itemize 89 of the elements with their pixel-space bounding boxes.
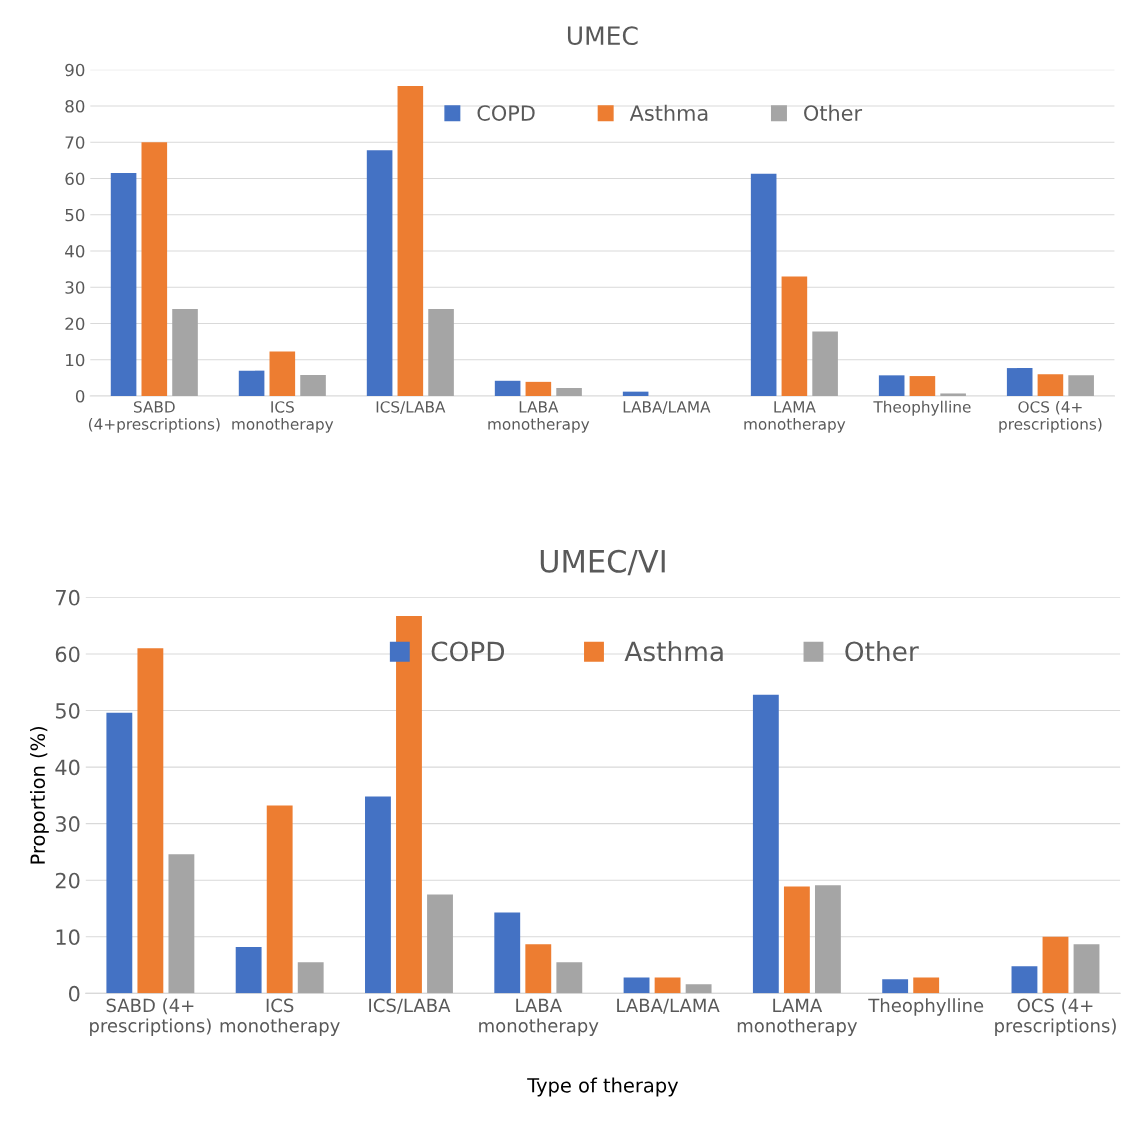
bar [556, 388, 582, 396]
bar [396, 616, 422, 994]
bar [266, 805, 293, 994]
bar [752, 694, 779, 994]
y-tick-label: 30 [55, 816, 80, 832]
y-tick-label: 40 [65, 244, 85, 258]
x-tick-label: LAMA monotherapy [737, 998, 858, 1036]
bar [427, 894, 453, 994]
x-tick-label: OCS (4+ prescriptions) [999, 400, 1102, 433]
bar [300, 374, 326, 396]
bar [1011, 966, 1038, 994]
bar [750, 173, 777, 396]
bar [882, 979, 909, 994]
bar [781, 276, 808, 396]
bar [106, 712, 133, 994]
bar [137, 648, 164, 994]
bar [365, 796, 391, 994]
bar [397, 86, 424, 396]
bar [814, 885, 841, 994]
legend-label: COPD [477, 105, 535, 121]
bar [622, 391, 649, 396]
x-tick-label: Theophylline [873, 400, 971, 416]
bar [812, 331, 838, 396]
y-tick-label: 0 [75, 389, 85, 403]
bar [1006, 368, 1033, 396]
chart-title: UMEC/VI [540, 549, 665, 576]
bar [238, 370, 265, 396]
x-tick-label: LAMA monotherapy [744, 401, 846, 433]
bar [685, 984, 712, 994]
y-axis-title: Proportion (%) [29, 726, 49, 864]
y-tick-label: 70 [56, 589, 80, 606]
bar [110, 173, 137, 396]
y-tick-label: 50 [65, 208, 85, 222]
x-tick-label: ICS monotherapy [232, 401, 334, 433]
y-tick-label: 40 [55, 759, 80, 776]
x-tick-label: LABA monotherapy [479, 998, 599, 1036]
bar [783, 886, 810, 994]
x-tick-label: Theophylline [868, 998, 984, 1016]
y-tick-label: 60 [55, 646, 80, 663]
y-tick-label: 0 [68, 985, 80, 1002]
y-tick-label: 10 [56, 929, 80, 946]
y-tick-label: 70 [65, 136, 85, 149]
bar [235, 946, 262, 994]
legend-label: Other [804, 104, 863, 121]
bar [297, 962, 324, 994]
y-tick-label: 10 [66, 353, 85, 367]
bar [913, 977, 940, 994]
y-tick-label: 90 [65, 63, 85, 77]
bar [141, 142, 168, 396]
legend-label: COPD [431, 641, 505, 662]
bar [168, 854, 195, 994]
bar [1037, 374, 1064, 396]
x-tick-label: SABD (4+ prescriptions) [90, 998, 211, 1036]
bar [623, 977, 650, 994]
x-tick-label: OCS (4+ prescriptions) [995, 998, 1116, 1036]
bar [172, 309, 198, 396]
bar [366, 150, 393, 396]
bar [269, 351, 296, 396]
bar [878, 375, 905, 396]
legend-label: Asthma [624, 640, 723, 662]
x-tick-label: SABD (4+prescriptions) [88, 401, 220, 433]
bar [1042, 936, 1069, 994]
y-tick-label: 60 [65, 172, 85, 186]
y-tick-label: 20 [65, 317, 85, 331]
x-tick-label: ICS monotherapy [220, 998, 340, 1036]
x-tick-label: LABA/LAMA [617, 998, 720, 1014]
bar [428, 309, 454, 396]
x-tick-label: ICS/LABA [369, 998, 451, 1014]
bar [525, 944, 552, 994]
bar [1068, 375, 1094, 396]
y-tick-label: 80 [65, 99, 85, 113]
bar [940, 393, 966, 396]
chart-title: UMEC [567, 26, 638, 46]
y-tick-label: 20 [55, 872, 80, 889]
bar [909, 376, 936, 396]
bar [654, 977, 681, 994]
x-tick-label: ICS/LABA [376, 401, 446, 414]
bar [556, 962, 583, 994]
legend-label: Other [845, 640, 919, 662]
bar [525, 381, 552, 396]
bar [494, 912, 521, 994]
x-tick-label: LABA monotherapy [488, 401, 590, 433]
x-tick-label: LABA/LAMA [623, 401, 711, 414]
y-tick-label: 50 [55, 702, 80, 719]
bar [494, 380, 521, 396]
bar [1073, 944, 1100, 994]
y-tick-label: 30 [65, 281, 85, 294]
x-axis-title: Type of therapy [527, 1077, 679, 1097]
legend-label: Asthma [629, 104, 708, 121]
